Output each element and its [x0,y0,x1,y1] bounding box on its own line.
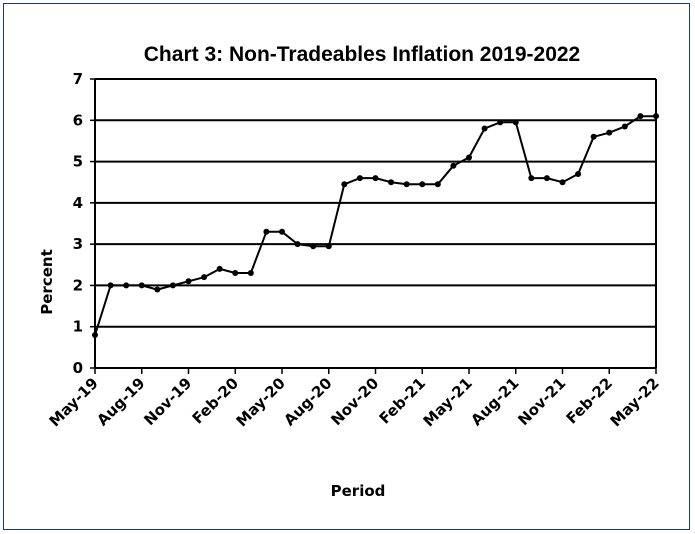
y-tick-label: 1 [73,318,83,336]
x-tick-label: Nov-20 [327,374,382,429]
data-point [388,179,395,186]
y-tick-label: 5 [73,153,83,171]
data-point [497,119,504,126]
data-point [169,282,176,289]
data-point [419,181,426,188]
data-point [621,123,628,130]
data-point [575,170,582,177]
x-tick-label: May-19 [46,374,102,430]
data-point [434,181,441,188]
y-tick-label: 4 [73,194,83,212]
y-axis-ticks: 0 1 2 3 4 5 6 7 [73,70,95,377]
data-point [528,175,535,182]
data-point [92,331,98,338]
data-point [107,282,114,289]
x-tick-label: May-21 [420,374,476,430]
y-tick-label: 3 [73,235,83,253]
x-tick-label: Nov-21 [514,374,569,429]
data-point [403,181,410,188]
data-point [606,129,613,136]
y-tick-label: 7 [73,70,83,88]
data-point [341,181,348,188]
y-tick-label: 2 [73,276,83,294]
data-point [263,228,270,235]
x-axis-ticks: May-19Aug-19Nov-19Feb-20May-20Aug-20Nov-… [46,368,663,430]
data-point [294,241,301,248]
data-point [450,162,457,169]
data-point [356,175,363,182]
data-point [154,286,161,293]
data-point [559,179,566,186]
x-tick-label: Aug-21 [467,374,522,429]
data-point [512,119,519,126]
data-point [185,278,192,285]
data-point [232,270,239,277]
data-point [138,282,145,289]
series-layer [92,113,659,338]
y-axis-title: Percent [38,249,56,314]
chart-title: Chart 3: Non-Tradeables Inflation 2019-2… [144,43,580,66]
data-point [216,265,223,272]
data-point [590,133,597,140]
data-point [201,274,208,281]
y-tick-label: 0 [73,359,83,377]
chart-frame [3,3,690,530]
data-point [653,113,659,120]
data-point [247,270,254,277]
x-tick-label: Aug-19 [93,374,148,429]
data-point [481,125,488,132]
x-tick-label: Aug-20 [280,374,335,429]
data-point [466,154,472,161]
series-line [94,115,656,336]
x-tick-label: Nov-19 [140,374,195,429]
data-point [372,175,379,182]
data-point [123,282,130,289]
data-point [279,228,285,235]
gridlines [94,78,657,369]
data-point [325,243,332,250]
x-tick-label: May-20 [233,374,289,430]
data-point [543,175,550,182]
x-tick-label: May-22 [607,374,663,430]
data-point [637,113,644,120]
data-point [310,243,317,250]
y-tick-label: 6 [73,111,83,129]
x-axis-title: Period [331,482,386,500]
